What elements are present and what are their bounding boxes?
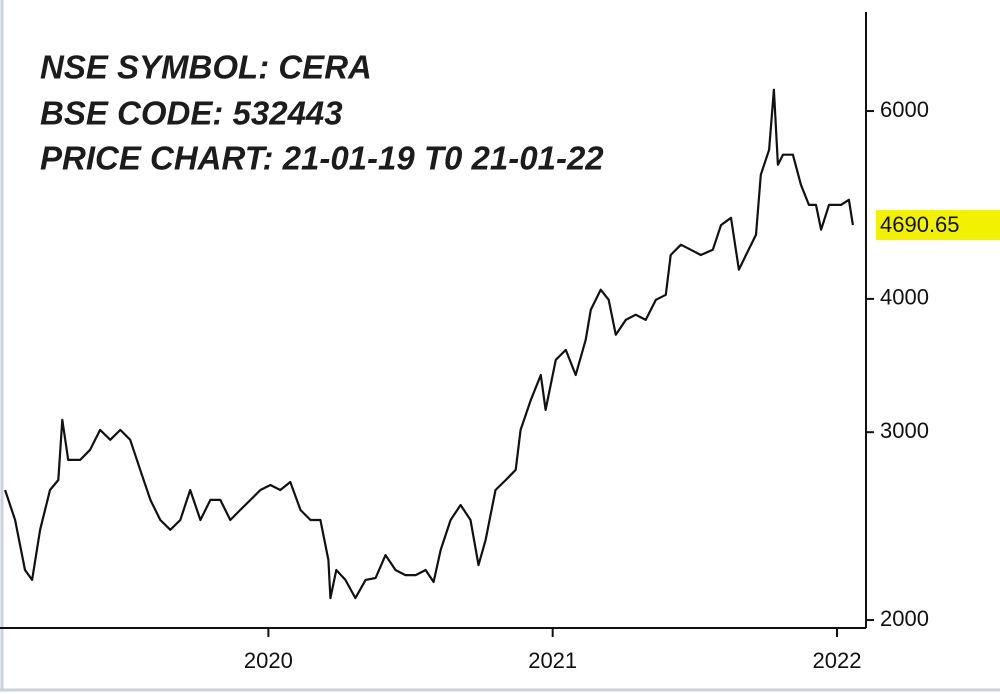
- x-tick-label: 2022: [813, 648, 862, 673]
- annotation: PRICE CHART: 21-01-19 T0 21-01-22: [40, 140, 604, 177]
- price-line: [4, 88, 854, 600]
- last-price-label: 4690.65: [880, 212, 960, 237]
- x-tick-label: 2021: [528, 648, 577, 673]
- y-tick-label: 4000: [880, 285, 929, 310]
- x-tick-label: 2020: [244, 648, 293, 673]
- annotation: BSE CODE: 532443: [40, 95, 343, 132]
- y-tick-label: 6000: [880, 97, 929, 122]
- annotation: NSE SYMBOL: CERA: [40, 49, 372, 86]
- y-tick-label: 3000: [880, 418, 929, 443]
- last-price-box: [876, 210, 1000, 241]
- y-tick-label: 2000: [880, 606, 929, 631]
